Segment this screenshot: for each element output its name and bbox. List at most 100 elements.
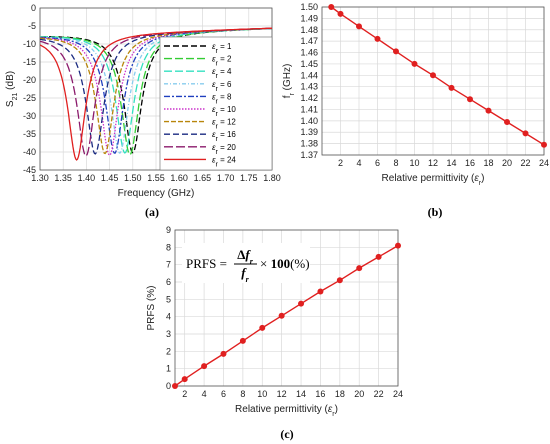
data-point: [317, 288, 324, 295]
y-tick-label: 1.43: [300, 82, 318, 92]
y-axis-label: fr (GHz): [282, 64, 296, 99]
data-point: [448, 84, 455, 91]
legend-label: εr = 20: [212, 143, 236, 156]
plot-frame: [321, 6, 545, 156]
y-tick-label: 1.46: [300, 48, 318, 58]
y-tick-label: 1.45: [300, 59, 318, 69]
legend-label: εr = 16: [212, 130, 236, 143]
x-tick-label: 8: [240, 389, 245, 399]
data-point: [375, 253, 382, 260]
y-tick-label: 2: [166, 346, 171, 356]
x-tick-label: 2: [338, 158, 343, 168]
y-tick-label: 1.49: [300, 13, 318, 23]
legend-label: εr = 10: [212, 105, 236, 118]
data-point: [298, 300, 305, 307]
y-tick-label: 1.48: [300, 25, 318, 35]
y-tick-label: 5: [166, 294, 171, 304]
equation-lhs: PRFS =: [186, 256, 227, 271]
legend-label: εr = 12: [212, 118, 236, 131]
y-tick-label: 4: [166, 312, 171, 322]
data-point: [411, 60, 418, 67]
data-point: [337, 10, 344, 17]
x-tick-label: 16: [315, 389, 325, 399]
x-tick-label: 1.60: [170, 173, 188, 183]
y-tick-label: -30: [23, 111, 36, 121]
x-tick-label: 22: [374, 389, 384, 399]
x-tick-label: 24: [539, 158, 549, 168]
chart-a: 1.30 1.35 1.40 1.45 1.50 1.55 1.60 1.65 1.70 1.75…: [5, 3, 281, 219]
data-point: [328, 4, 335, 10]
x-axis-label: Relative permittivity (εr): [382, 173, 485, 187]
x-tick-label: 22: [520, 158, 530, 168]
chart-b: 1.501.49 1.481.47 1.461.451.44 1.431.421.41…: [282, 2, 549, 219]
legend-label: εr = 2: [212, 55, 232, 68]
equation-background: [182, 243, 310, 283]
x-tick-label: 1.55: [147, 173, 165, 183]
y-tick-label: -45: [23, 165, 36, 175]
y-tick-label: -5: [28, 21, 36, 31]
y-tick-label: 1: [166, 364, 171, 374]
y-tick-label: 1.42: [300, 93, 318, 103]
x-tick-label: 1.80: [263, 173, 281, 183]
x-tick-label: 6: [221, 389, 226, 399]
x-tick-label: 1.40: [78, 173, 96, 183]
y-tick-label: 8: [166, 242, 171, 252]
x-tick-label: 10: [409, 158, 419, 168]
x-axis-label: Relative permittivity (εr): [235, 404, 338, 418]
y-tick-label: -20: [23, 75, 36, 85]
y-tick-label: 1.50: [300, 2, 318, 12]
y-tick-label: 1.38: [300, 139, 318, 149]
x-tick-label: 1.70: [217, 173, 235, 183]
x-tick-label: 8: [393, 158, 398, 168]
data-point: [239, 337, 246, 344]
x-tick-label: 10: [257, 389, 267, 399]
y-tick-label: -35: [23, 129, 36, 139]
x-axis-label: Frequency (GHz): [118, 188, 195, 199]
x-tick-label: 12: [277, 389, 287, 399]
data-point: [172, 383, 178, 389]
series-line: [40, 27, 272, 161]
y-tick-label: 6: [166, 277, 171, 287]
y-tick-label: 1.41: [300, 104, 318, 114]
data-point: [181, 376, 188, 383]
y-tick-label: 9: [166, 225, 171, 235]
x-tick-label: 12: [428, 158, 438, 168]
y-tick-label: 3: [166, 329, 171, 339]
y-tick-label: 1.40: [300, 116, 318, 126]
x-tick-label: 1.75: [240, 173, 258, 183]
y-tick-label: -25: [23, 93, 36, 103]
data-point: [336, 277, 343, 284]
data-point: [201, 363, 208, 370]
x-tick-label: 20: [354, 389, 364, 399]
equation-numerator: Δfr: [237, 247, 254, 266]
x-tick-label: 24: [393, 389, 403, 399]
y-tick-label: 7: [166, 260, 171, 270]
x-tick-label: 1.35: [54, 173, 72, 183]
x-tick-label: 1.65: [194, 173, 212, 183]
legend-label: εr = 4: [212, 67, 232, 80]
data-point: [259, 324, 266, 331]
x-tick-label: 16: [465, 158, 475, 168]
equation-denominator: fr: [241, 265, 249, 284]
data-point: [356, 265, 363, 272]
x-tick-label: 18: [335, 389, 345, 399]
x-tick-label: 1.30: [31, 173, 49, 183]
x-tick-label: 1.50: [124, 173, 142, 183]
plot-frame: [174, 229, 399, 387]
x-tick-label: 6: [375, 158, 380, 168]
data-point: [356, 23, 362, 30]
panel-label-a: (a): [145, 205, 159, 219]
y-tick-label: 1.39: [300, 127, 318, 137]
data-point: [220, 350, 227, 357]
y-tick-label: 1.47: [300, 36, 318, 46]
data-point: [522, 130, 529, 137]
series-line: [330, 6, 545, 146]
y-tick-label: 0: [31, 3, 36, 13]
legend-label: εr = 8: [212, 92, 232, 105]
y-axis-label: PRFS (%): [146, 286, 157, 331]
y-tick-label: 1.44: [300, 70, 318, 80]
data-point: [278, 312, 285, 319]
